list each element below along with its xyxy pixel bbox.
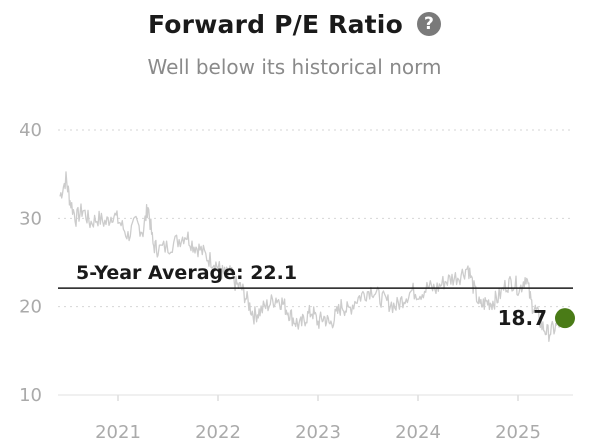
question-circle-icon[interactable]: ? [416,12,441,36]
chart-subtitle: Well below its historical norm [147,55,442,79]
x-tick-label: 2024 [395,422,441,443]
y-tick-label: 20 [19,297,42,318]
average-layer: 5-Year Average: 22.1 [58,262,573,289]
pe-series-line [59,171,561,342]
y-tick-label: 40 [19,120,42,141]
x-tick-label: 2025 [495,422,541,443]
y-axis-ticks: 10 20 30 40 [19,120,42,406]
last-value-point [555,308,575,329]
x-tick-label: 2022 [195,422,241,443]
title-row: Forward P/E Ratio ? [0,6,589,42]
y-tick-label: 10 [19,385,42,406]
y-tick-label: 30 [19,208,42,229]
last-value-label: 18.7 [498,306,547,330]
series-layer [59,171,561,342]
x-tick-label: 2023 [295,422,341,443]
last-point-layer: 18.7 [498,306,575,330]
chart-title: Forward P/E Ratio [148,9,403,39]
average-label: 5-Year Average: 22.1 [76,262,297,284]
x-axis-ticks: 2021 2022 2023 2024 2025 [58,394,573,443]
x-tick-label: 2021 [95,422,141,443]
